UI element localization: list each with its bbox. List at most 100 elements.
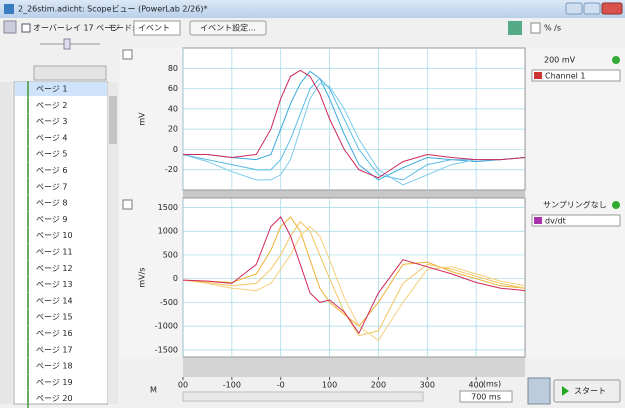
page-item[interactable]: ページ 9 [36,215,67,224]
page-item[interactable]: ページ 14 [36,296,73,305]
page-item[interactable]: ページ 18 [36,362,73,371]
marker[interactable]: M [150,386,157,395]
y-tick-label: 60 [168,84,178,93]
y-tick-label: -1000 [155,322,178,331]
overlay-checkbox[interactable] [21,23,31,33]
x-tick-label: -0 [277,381,285,390]
channel-2-dropdown[interactable] [531,214,621,227]
minimize[interactable] [565,2,583,15]
start-label: スタート [574,387,606,396]
x-axis-label: (ms) [483,380,501,389]
channel-2-name: dv/dt [545,217,566,226]
y-tick-label: -500 [160,298,178,307]
trace [182,225,526,342]
rate-label: % /s [544,24,561,33]
page-item[interactable]: ページ 19 [36,378,73,387]
y-tick-label: -1500 [155,345,178,354]
trace [182,220,526,337]
y-tick-label: 40 [168,104,178,113]
status-dot [612,56,620,64]
event-settings-button[interactable] [189,20,267,36]
x-tick-label: 400 [469,381,484,390]
y-axis-label: mV/s [138,267,147,287]
y-tick-label: 1500 [158,203,178,212]
page-item[interactable]: ページ 11 [36,248,73,257]
app-icon [4,4,14,14]
page-item[interactable]: ページ 6 [36,166,67,175]
page-item[interactable]: ページ 4 [36,133,67,142]
time-scrollbar[interactable] [182,391,424,402]
y-tick-label: 80 [168,64,178,73]
channel-panel [527,48,625,357]
page-item[interactable]: ページ 13 [36,280,73,289]
window-title: 2_26stim.adicht: Scopeビュー (PowerLab 2/26… [18,5,207,14]
page-item[interactable]: ページ 3 [36,117,67,126]
channel-2-range: サンプリングなし [543,200,607,210]
rate-dropdown[interactable] [530,22,541,34]
page-item[interactable]: ページ 8 [36,199,67,208]
channel-1-range: 200 mV [544,56,576,65]
y-axis-label: mV [138,112,147,126]
channel-swatch [534,72,542,79]
page-item[interactable]: ページ 5 [36,150,67,159]
y-tick-label: 20 [168,125,178,134]
tool-icon[interactable] [3,20,17,34]
page-tools [33,65,107,81]
trace [182,82,526,186]
time-strip [183,357,525,377]
selected-row [15,82,107,96]
left-rail [0,82,12,404]
event-settings-label: イベント設定... [200,23,256,33]
y-tick-label: 500 [163,250,178,259]
status-dot [612,201,620,209]
title-bar [0,0,625,18]
channel-menu[interactable] [122,199,133,210]
x-tick-label: 100 [322,381,337,390]
scroll-thumb[interactable] [109,96,117,144]
page-item[interactable]: ページ 15 [36,313,73,322]
plot-area [182,47,526,191]
mode-value: イベント [138,24,170,33]
monitor-button[interactable] [527,377,551,405]
trace [182,77,526,181]
maximize[interactable] [583,2,601,15]
mode-dropdown[interactable] [133,20,181,36]
channel-swatch [534,217,542,224]
x-tick-label: 00 [178,381,188,390]
x-tick-label: 300 [420,381,435,390]
slider-thumb[interactable] [63,38,71,50]
page-list [13,81,109,405]
x-tick-label: 200 [371,381,386,390]
y-tick-label: 1000 [158,227,178,236]
mode-label: モード: [108,24,135,33]
trace [182,216,526,335]
splitter[interactable] [183,190,525,198]
zoom-box[interactable] [459,390,513,403]
zoom-value: 700 ms [471,393,501,402]
trace [183,70,526,181]
channel-1-dropdown[interactable] [531,69,621,82]
start-button[interactable] [553,379,621,403]
page-item[interactable]: ページ 7 [36,182,67,191]
y-tick-label: 0 [173,145,178,154]
page-item[interactable]: ページ 10 [36,231,73,240]
page-item[interactable]: ページ 17 [36,345,73,354]
play-icon [562,386,569,396]
page-item[interactable]: ページ 1 [36,85,67,94]
list-scrollbar[interactable] [108,82,118,404]
overlay-label: オーバーレイ 17 ページ [33,24,120,33]
page-item[interactable]: ページ 2 [36,101,67,110]
y-tick-label: -20 [165,165,178,174]
channel-menu[interactable] [122,49,133,60]
display-icon[interactable] [508,21,522,35]
page-item[interactable]: ページ 12 [36,264,73,273]
trace [183,69,526,179]
y-tick-label: 0 [173,274,178,283]
page-item[interactable]: ページ 20 [36,394,73,403]
x-tick-label: -100 [223,381,241,390]
close[interactable] [601,2,623,15]
trace [182,216,526,327]
channel-1-name: Channel 1 [545,72,585,81]
page-item[interactable]: ページ 16 [36,329,73,338]
